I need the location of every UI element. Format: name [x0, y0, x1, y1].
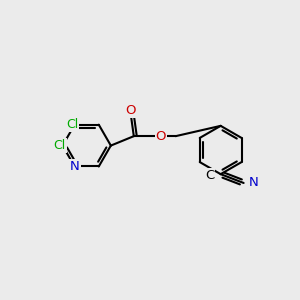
Text: O: O — [126, 104, 136, 117]
Text: N: N — [70, 160, 80, 173]
Text: O: O — [156, 130, 166, 143]
Text: Cl: Cl — [66, 118, 78, 131]
Text: N: N — [249, 176, 259, 190]
Text: C: C — [205, 169, 214, 182]
Text: Cl: Cl — [53, 139, 66, 152]
